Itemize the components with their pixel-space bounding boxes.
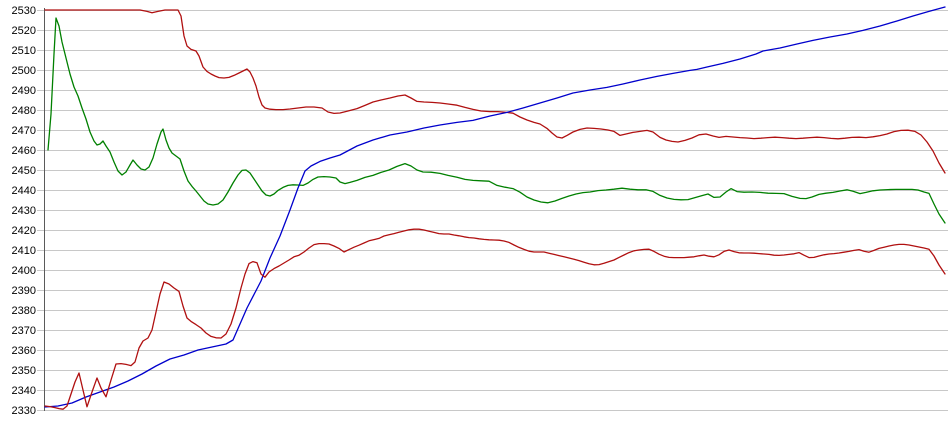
blue-line — [44, 6, 946, 408]
y-axis-tick-label: 2480 — [12, 105, 36, 117]
y-axis-tick-label: 2530 — [12, 5, 36, 17]
y-axis-tick-label: 2410 — [12, 245, 36, 257]
y-axis-tick-label: 2430 — [12, 205, 36, 217]
y-axis-tick-label: 2390 — [12, 285, 36, 297]
y-axis-tick-label: 2470 — [12, 125, 36, 137]
y-axis-tick-label: 2520 — [12, 25, 36, 37]
y-axis-tick-label: 2490 — [12, 85, 36, 97]
y-axis-tick-label: 2360 — [12, 345, 36, 357]
y-axis-tick-label: 2420 — [12, 225, 36, 237]
green-line — [47, 17, 946, 224]
y-axis-tick-label: 2460 — [12, 145, 36, 157]
y-axis-tick-label: 2510 — [12, 45, 36, 57]
upper-red-line — [44, 9, 946, 174]
y-axis-tick-label: 2500 — [12, 65, 36, 77]
y-axis-tick-label: 2400 — [12, 265, 36, 277]
lower-red-line — [44, 228, 946, 410]
y-axis-tick-label: 2340 — [12, 385, 36, 397]
y-axis-tick-label: 2350 — [12, 365, 36, 377]
y-axis-tick-label: 2380 — [12, 305, 36, 317]
y-axis-tick-label: 2440 — [12, 185, 36, 197]
y-axis-tick-label: 2450 — [12, 165, 36, 177]
y-axis-tick-label: 2330 — [12, 405, 36, 417]
y-axis-tick-label: 2370 — [12, 325, 36, 337]
